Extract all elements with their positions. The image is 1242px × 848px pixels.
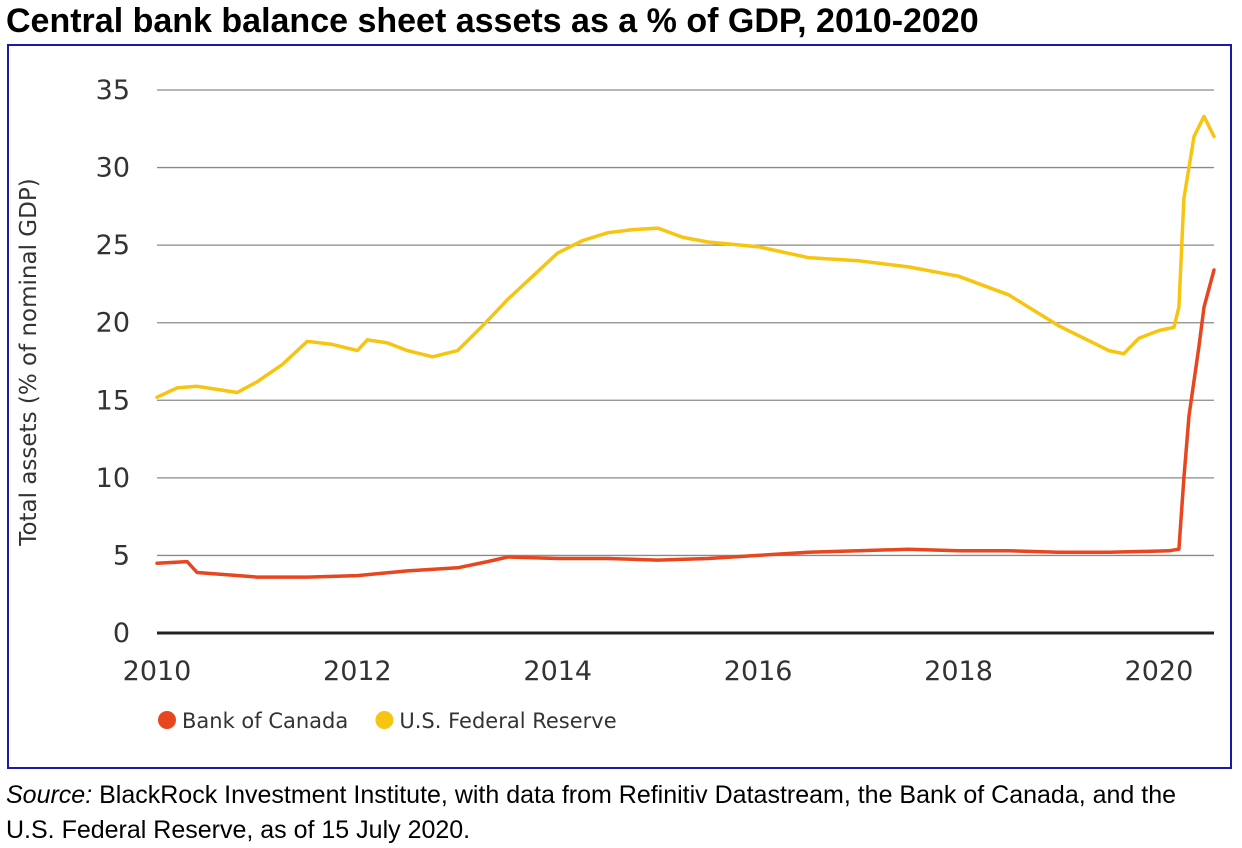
page-title: Central bank balance sheet assets as a %… bbox=[6, 2, 979, 40]
legend-label-u-s-federal-reserve: U.S. Federal Reserve bbox=[399, 709, 616, 733]
source-text: BlackRock Investment Institute, with dat… bbox=[6, 781, 1177, 844]
y-tick-label: 30 bbox=[96, 153, 130, 184]
chart-frame bbox=[7, 44, 1232, 769]
x-tick-label: 2014 bbox=[523, 656, 592, 687]
series-line-bank-of-canada bbox=[155, 268, 1216, 579]
y-axis-label: Total assets (% of nominal GDP) bbox=[16, 178, 42, 546]
series-lines bbox=[155, 114, 1216, 579]
legend-label-bank-of-canada: Bank of Canada bbox=[182, 709, 348, 733]
x-tick-label: 2012 bbox=[323, 656, 392, 687]
gridlines bbox=[157, 89, 1214, 635]
y-tick-label: 25 bbox=[96, 230, 130, 261]
y-tick-label: 5 bbox=[113, 540, 130, 571]
y-tick-label: 20 bbox=[96, 308, 130, 339]
legend-marker-bank-of-canada bbox=[158, 711, 176, 729]
legend: Bank of Canada U.S. Federal Reserve bbox=[158, 709, 617, 733]
y-tick-label: 10 bbox=[96, 463, 130, 494]
series-line-u-s-federal-reserve bbox=[155, 114, 1216, 399]
y-tick-labels: 0 5 10 15 20 25 30 35 bbox=[96, 75, 130, 649]
y-tick-label: 0 bbox=[113, 618, 130, 649]
x-tick-label: 2020 bbox=[1125, 656, 1194, 687]
legend-marker-u-s-federal-reserve bbox=[375, 711, 394, 729]
x-tick-label: 2016 bbox=[724, 656, 793, 687]
x-tick-labels: 2010 2012 2014 2016 2018 2020 bbox=[123, 656, 1194, 687]
y-tick-label: 15 bbox=[96, 385, 130, 416]
source-note: Source: BlackRock Investment Institute, … bbox=[6, 778, 1231, 848]
source-label: Source: bbox=[6, 781, 93, 809]
x-tick-label: 2018 bbox=[924, 656, 993, 687]
y-tick-label: 35 bbox=[96, 75, 130, 106]
x-tick-label: 2010 bbox=[123, 656, 192, 687]
